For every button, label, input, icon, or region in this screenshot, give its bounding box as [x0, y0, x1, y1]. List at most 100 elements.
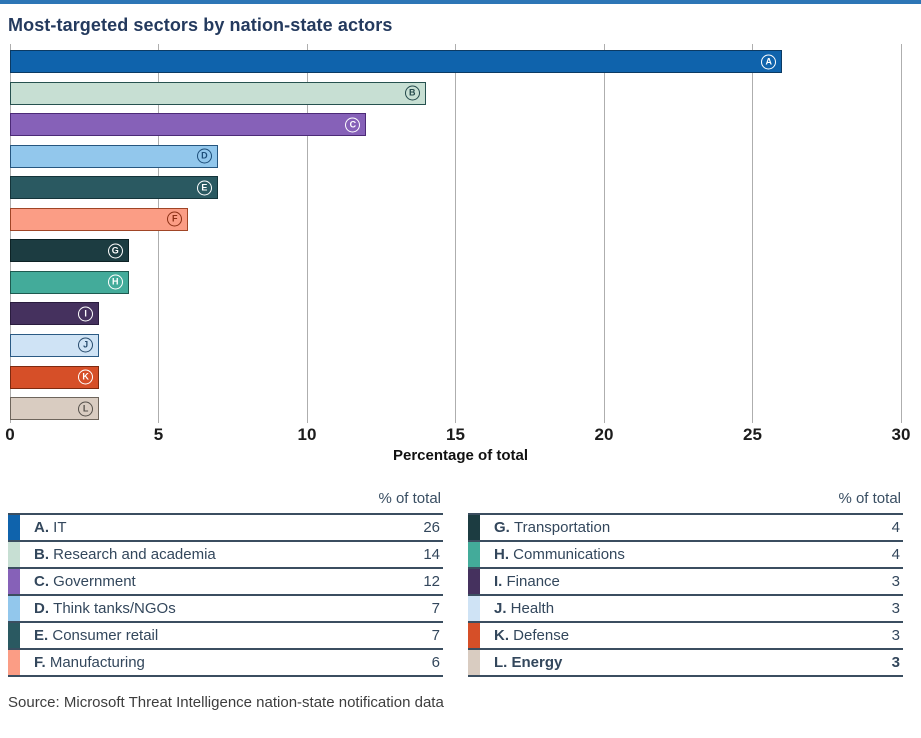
bar-E: E — [10, 176, 218, 200]
legend-letter-A: A. — [34, 519, 49, 536]
legend-row-E: E. Consumer retail 7 — [8, 623, 443, 650]
legend-label-B: B. Research and academia — [34, 546, 216, 563]
legend-color-swatch-G — [468, 515, 480, 540]
legend-color-swatch-I — [468, 569, 480, 594]
legend-rows-right: G. Transportation 4 H. Communications 4 I. F… — [468, 513, 903, 677]
legend-letter-L: L. — [494, 654, 508, 671]
bar-D: D — [10, 144, 218, 168]
legend-value-K: 3 — [891, 627, 900, 644]
x-axis-tick-labels: 0 5 10 15 20 25 30 — [5, 423, 910, 445]
legend-color-swatch-K — [468, 623, 480, 648]
bar-letter-badge-L: L — [78, 401, 94, 417]
gridline-30 — [900, 44, 902, 423]
gridline-5 — [158, 44, 159, 423]
bar-K: K — [10, 365, 100, 389]
gridline-15 — [455, 44, 456, 423]
legend-value-header: % of total — [378, 490, 441, 507]
bar-letter-badge-G: G — [107, 243, 123, 259]
legend-label-E: E. Consumer retail — [34, 627, 159, 644]
legend-row-F: F. Manufacturing 6 — [8, 650, 443, 677]
legend-letter-D: D. — [34, 600, 49, 617]
legend-row-I: I. Finance 3 — [468, 569, 903, 596]
bar-letter-badge-C: C — [345, 117, 361, 133]
legend-value-B: 14 — [423, 546, 440, 563]
legend-letter-E: E. — [34, 627, 49, 644]
legend-row-C: C. Government 12 — [8, 569, 443, 596]
bar-C: C — [10, 113, 367, 137]
legend-row-D: D. Think tanks/NGOs 7 — [8, 596, 443, 623]
top-accent-bar — [0, 0, 921, 4]
gridline-25 — [752, 44, 753, 423]
legend-row-G: G. Transportation 4 — [468, 515, 903, 542]
legend-tables: % of total A. IT 26 B. Research and academ… — [8, 490, 921, 677]
legend-row-K: K. Defense 3 — [468, 623, 903, 650]
legend-letter-G: G. — [494, 519, 510, 536]
legend-color-swatch-D — [8, 596, 20, 621]
legend-value-G: 4 — [891, 519, 900, 536]
bar-letter-badge-I: I — [78, 306, 94, 322]
legend-row-H: H. Communications 4 — [468, 542, 903, 569]
gridline-20 — [603, 44, 605, 423]
legend-label-D: D. Think tanks/NGOs — [34, 600, 176, 617]
gridline-0 — [9, 44, 11, 423]
legend-label-F: F. Manufacturing — [34, 654, 145, 671]
legend-letter-J: J. — [494, 600, 507, 617]
legend-label-I: I. Finance — [494, 573, 560, 590]
legend-letter-F: F. — [34, 654, 46, 671]
legend-value-H: 4 — [891, 546, 900, 563]
gridline-10 — [306, 44, 308, 423]
legend-letter-I: I. — [494, 573, 503, 590]
legend-label-A: A. IT — [34, 519, 67, 536]
legend-letter-B: B. — [34, 546, 49, 563]
bar-letter-badge-B: B — [404, 85, 420, 101]
legend-color-swatch-E — [8, 623, 20, 648]
x-tick-5: 5 — [153, 425, 164, 444]
legend-label-K: K. Defense — [494, 627, 570, 644]
legend-value-E: 7 — [431, 627, 440, 644]
bar-B: B — [10, 81, 426, 105]
legend-label-C: C. Government — [34, 573, 136, 590]
legend-letter-C: C. — [34, 573, 49, 590]
legend-letter-H: H. — [494, 546, 509, 563]
bar-G: G — [10, 239, 129, 263]
legend-label-G: G. Transportation — [494, 519, 611, 536]
legend-value-I: 3 — [891, 573, 900, 590]
legend-color-swatch-A — [8, 515, 20, 540]
bar-letter-badge-F: F — [167, 211, 183, 227]
legend-table-left: % of total A. IT 26 B. Research and academ… — [8, 490, 443, 677]
legend-label-L: L. Energy — [494, 654, 563, 671]
x-tick-25: 25 — [743, 425, 762, 444]
legend-color-swatch-J — [468, 596, 480, 621]
chart-title: Most-targeted sectors by nation-state ac… — [8, 15, 393, 35]
bar-letter-badge-E: E — [196, 180, 212, 196]
legend-value-L: 3 — [891, 654, 900, 671]
x-axis-title: Percentage of total — [392, 447, 529, 464]
legend-row-J: J. Health 3 — [468, 596, 903, 623]
bar-H: H — [10, 270, 129, 294]
legend-table-right: % of total G. Transportation 4 H. Communic… — [468, 490, 903, 677]
legend-color-swatch-L — [468, 650, 480, 675]
legend-row-L: L. Energy 3 — [468, 650, 903, 677]
legend-color-swatch-C — [8, 569, 20, 594]
legend-value-C: 12 — [423, 573, 440, 590]
legend-rows-left: A. IT 26 B. Research and academia 14 C. Gove… — [8, 513, 443, 677]
legend-label-J: J. Health — [494, 600, 555, 617]
legend-value-D: 7 — [431, 600, 440, 617]
bar-letter-badge-J: J — [78, 337, 94, 353]
legend-color-swatch-F — [8, 650, 20, 675]
legend-letter-K: K. — [494, 627, 509, 644]
bar-letter-badge-K: K — [78, 369, 94, 385]
legend-row-B: B. Research and academia 14 — [8, 542, 443, 569]
legend-value-F: 6 — [431, 654, 440, 671]
x-tick-15: 15 — [446, 425, 465, 444]
legend-color-swatch-H — [468, 542, 480, 567]
source-note: Source: Microsoft Threat Intelligence na… — [8, 694, 444, 711]
x-tick-10: 10 — [297, 425, 317, 444]
legend-value-J: 3 — [891, 600, 900, 617]
legend-color-swatch-B — [8, 542, 20, 567]
legend-row-A: A. IT 26 — [8, 515, 443, 542]
bar-L: L — [10, 397, 100, 421]
bar-F: F — [10, 207, 189, 231]
legend-value-A: 26 — [423, 519, 440, 536]
